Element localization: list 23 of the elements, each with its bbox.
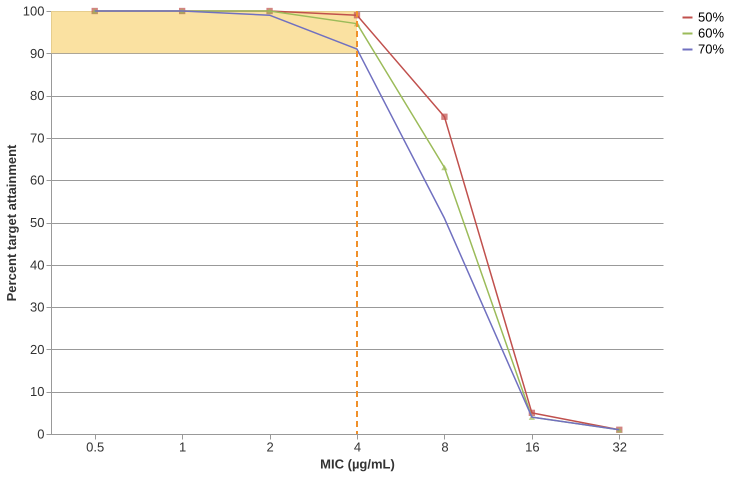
y-tick-label: 0 (37, 426, 44, 442)
y-tick-label: 100 (22, 4, 44, 18)
y-tick-label: 60 (30, 172, 44, 188)
y-tick-label: 20 (30, 342, 44, 357)
y-axis-title: Percent target attainment (4, 144, 19, 302)
legend-label: 70% (698, 42, 724, 56)
x-tick-label: 1 (179, 440, 186, 454)
x-tick-label: 32 (612, 440, 628, 454)
x-axis-title: MIC (µg/mL) (320, 456, 395, 472)
legend-label: 60% (698, 26, 724, 40)
x-tick-label: 8 (441, 440, 449, 454)
y-tick-label: 70 (30, 130, 44, 146)
y-tick-label: 30 (30, 300, 44, 315)
y-tick-label: 80 (30, 88, 44, 104)
y-tick-label: 90 (30, 46, 44, 61)
x-tick-label: 2 (266, 440, 274, 454)
legend-label: 50% (698, 10, 724, 24)
y-tick-label: 10 (30, 384, 44, 400)
x-tick-label: 4 (354, 440, 362, 454)
x-tick-label: 16 (525, 440, 540, 454)
y-tick-label: 40 (30, 257, 44, 272)
x-tick-label: 0.5 (86, 440, 104, 454)
y-tick-label: 50 (30, 215, 44, 230)
